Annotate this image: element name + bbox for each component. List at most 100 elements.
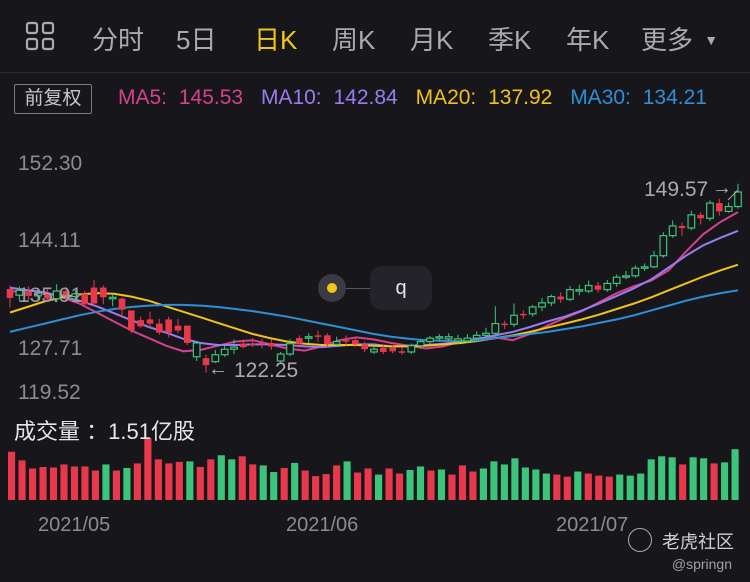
- candle-body: [240, 343, 247, 348]
- ma30-value: 134.21: [642, 86, 707, 109]
- volume-bar: [28, 468, 37, 500]
- candle-body: [538, 302, 546, 308]
- tooltip-connector: [346, 288, 370, 289]
- ma30-label: MA30:: [570, 86, 631, 109]
- volume-bar: [458, 465, 467, 500]
- tab-intraday[interactable]: 分时: [92, 25, 145, 55]
- volume-bar: [60, 464, 68, 500]
- volume-bar: [626, 475, 634, 500]
- chevron-down-icon: ▼: [704, 32, 719, 48]
- crosshair-dot[interactable]: [318, 274, 346, 302]
- volume-bar: [553, 474, 561, 500]
- candle-body: [211, 354, 220, 363]
- candle-body: [426, 337, 434, 343]
- volume-bar: [259, 465, 267, 500]
- volume-bar: [39, 466, 47, 500]
- volume-bar: [375, 474, 383, 500]
- volume-bar: [364, 468, 372, 500]
- candle-body: [276, 353, 285, 362]
- candle-body: [472, 334, 481, 339]
- candle-body: [697, 214, 704, 219]
- adjustment-toggle-button[interactable]: 前复权: [14, 84, 92, 114]
- candle-body: [687, 214, 696, 229]
- volume-bar: [70, 466, 79, 500]
- grid-menu-icon[interactable]: [24, 20, 56, 52]
- candle-body: [62, 291, 70, 297]
- candle-body: [547, 295, 556, 304]
- watermark-brand: 老虎社区: [662, 532, 734, 552]
- volume-bar: [469, 471, 477, 500]
- candle-body: [520, 313, 527, 316]
- volume-bar: [291, 462, 299, 500]
- tab-more-label: 更多: [641, 25, 694, 55]
- volume-bar: [112, 470, 120, 500]
- volume-bar: [679, 464, 687, 500]
- volume-value: ：1.51亿股: [86, 419, 195, 444]
- volume-bar: [270, 472, 278, 500]
- candle-body: [659, 235, 668, 257]
- candle-body: [100, 287, 107, 298]
- volume-bar: [521, 467, 529, 500]
- volume-bar: [500, 464, 508, 500]
- candle-body: [192, 342, 201, 358]
- candle-body: [202, 358, 210, 366]
- volume-bar: [647, 459, 655, 500]
- ma30-line: [9, 289, 739, 342]
- candle-body: [165, 319, 172, 333]
- ma5-value: 145.53: [178, 86, 244, 109]
- candle-body: [52, 290, 61, 300]
- candle-body: [416, 340, 425, 347]
- candle-body: [622, 275, 630, 278]
- candle-body: [108, 296, 117, 300]
- candle-body: [146, 319, 154, 324]
- candle-body: [510, 314, 518, 325]
- candle-body: [268, 342, 275, 347]
- candle-body: [230, 346, 238, 350]
- candle-body: [557, 296, 564, 300]
- candle-body: [724, 205, 733, 212]
- ma5-label: MA5:: [118, 86, 168, 109]
- volume-bar: [395, 473, 404, 500]
- volume-bar: [144, 438, 152, 500]
- volume-header: 成交量 ：1.51亿股: [14, 414, 195, 446]
- price-tick-label: 135.91: [18, 284, 83, 307]
- tab-monthly-k[interactable]: 月K: [410, 25, 454, 55]
- candle-body: [650, 255, 658, 268]
- tab-5day[interactable]: 5日: [176, 25, 217, 55]
- candle-body: [81, 293, 88, 305]
- price-tick-label: 119.52: [18, 381, 81, 404]
- volume-bar: [385, 468, 393, 500]
- volume-bar: [731, 449, 739, 500]
- tab-more[interactable]: 更多 ▼: [641, 20, 718, 57]
- volume-bar: [238, 456, 246, 500]
- volume-bar: [8, 451, 16, 500]
- volume-bar: [343, 461, 351, 500]
- ma30-legend: MA30: 134.21: [570, 86, 713, 109]
- volume-bar: [186, 461, 194, 500]
- candle-body: [435, 336, 444, 339]
- candle-body: [584, 284, 593, 292]
- tab-quarterly-k[interactable]: 季K: [488, 25, 532, 55]
- candle-body: [389, 347, 396, 352]
- date-tick-label: 2021/07: [556, 514, 629, 536]
- ma20-label: MA20:: [415, 86, 477, 109]
- tab-weekly-k[interactable]: 周K: [332, 25, 376, 55]
- volume-bar: [605, 476, 613, 500]
- volume-bar: [637, 473, 645, 500]
- price-tick-label: 127.71: [18, 337, 83, 360]
- volume-bar: [18, 460, 26, 500]
- volume-bar: [217, 455, 225, 500]
- tooltip-bubble[interactable]: q: [370, 266, 432, 310]
- volume-bar: [123, 467, 131, 500]
- volume-bar: [479, 468, 487, 500]
- volume-bar: [81, 466, 89, 500]
- candle-body: [128, 310, 135, 331]
- ma20-value: 137.92: [488, 86, 553, 109]
- date-tick-label: 2021/05: [38, 514, 111, 536]
- candle-body: [6, 288, 14, 298]
- volume-bar: [91, 470, 100, 500]
- tab-yearly-k[interactable]: 年K: [566, 25, 610, 55]
- tab-daily-k[interactable]: 日K: [254, 25, 298, 55]
- candle-body: [90, 287, 98, 304]
